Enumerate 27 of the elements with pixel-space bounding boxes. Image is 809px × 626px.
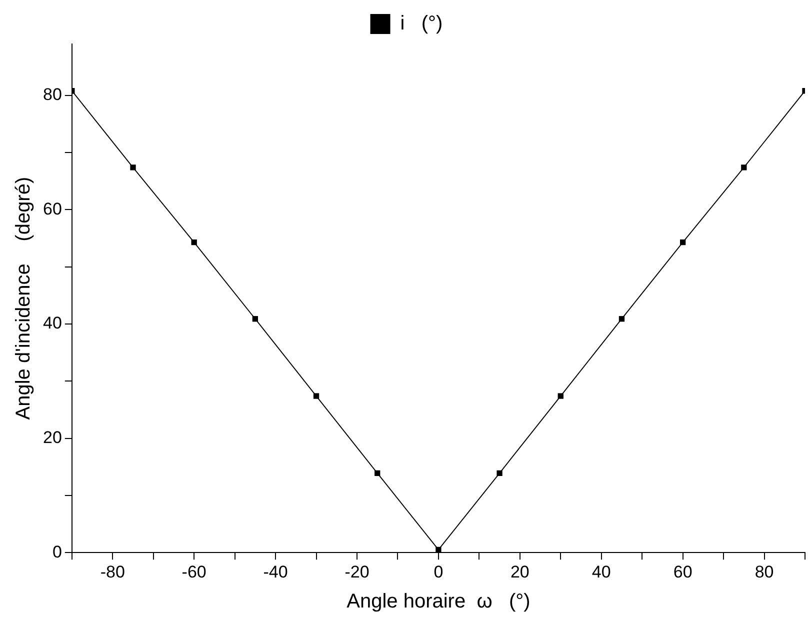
x-tick-label: 60 — [673, 562, 692, 582]
y-tick-label: 20 — [42, 428, 62, 447]
point — [558, 393, 564, 399]
legend-label: i (°) — [400, 12, 443, 35]
point — [191, 239, 197, 246]
point — [496, 470, 502, 476]
x-tick-label: -20 — [344, 562, 370, 582]
y-tick-label: 80 — [42, 85, 62, 104]
point — [130, 164, 136, 170]
x-tick-label: 40 — [592, 562, 611, 582]
point — [374, 470, 380, 476]
x-tick-label: -60 — [182, 562, 206, 582]
point — [252, 316, 258, 322]
point — [313, 393, 320, 399]
y-axis-title: Angle d'incidence (degré) — [12, 176, 35, 420]
y-tick-label: 0 — [52, 542, 62, 562]
x-tick-label: 0 — [434, 562, 444, 582]
point — [618, 316, 625, 322]
y-tick-label: 40 — [42, 314, 62, 333]
x-tick-label: -80 — [100, 562, 125, 582]
x-axis-title: Angle horaire ω (°) — [346, 590, 530, 613]
x-tick-label: 20 — [510, 562, 530, 582]
point — [741, 164, 747, 170]
x-tick-label: 80 — [754, 562, 774, 582]
y-tick-label: 60 — [42, 199, 62, 218]
point — [680, 239, 686, 246]
x-tick-label: -40 — [263, 562, 288, 582]
